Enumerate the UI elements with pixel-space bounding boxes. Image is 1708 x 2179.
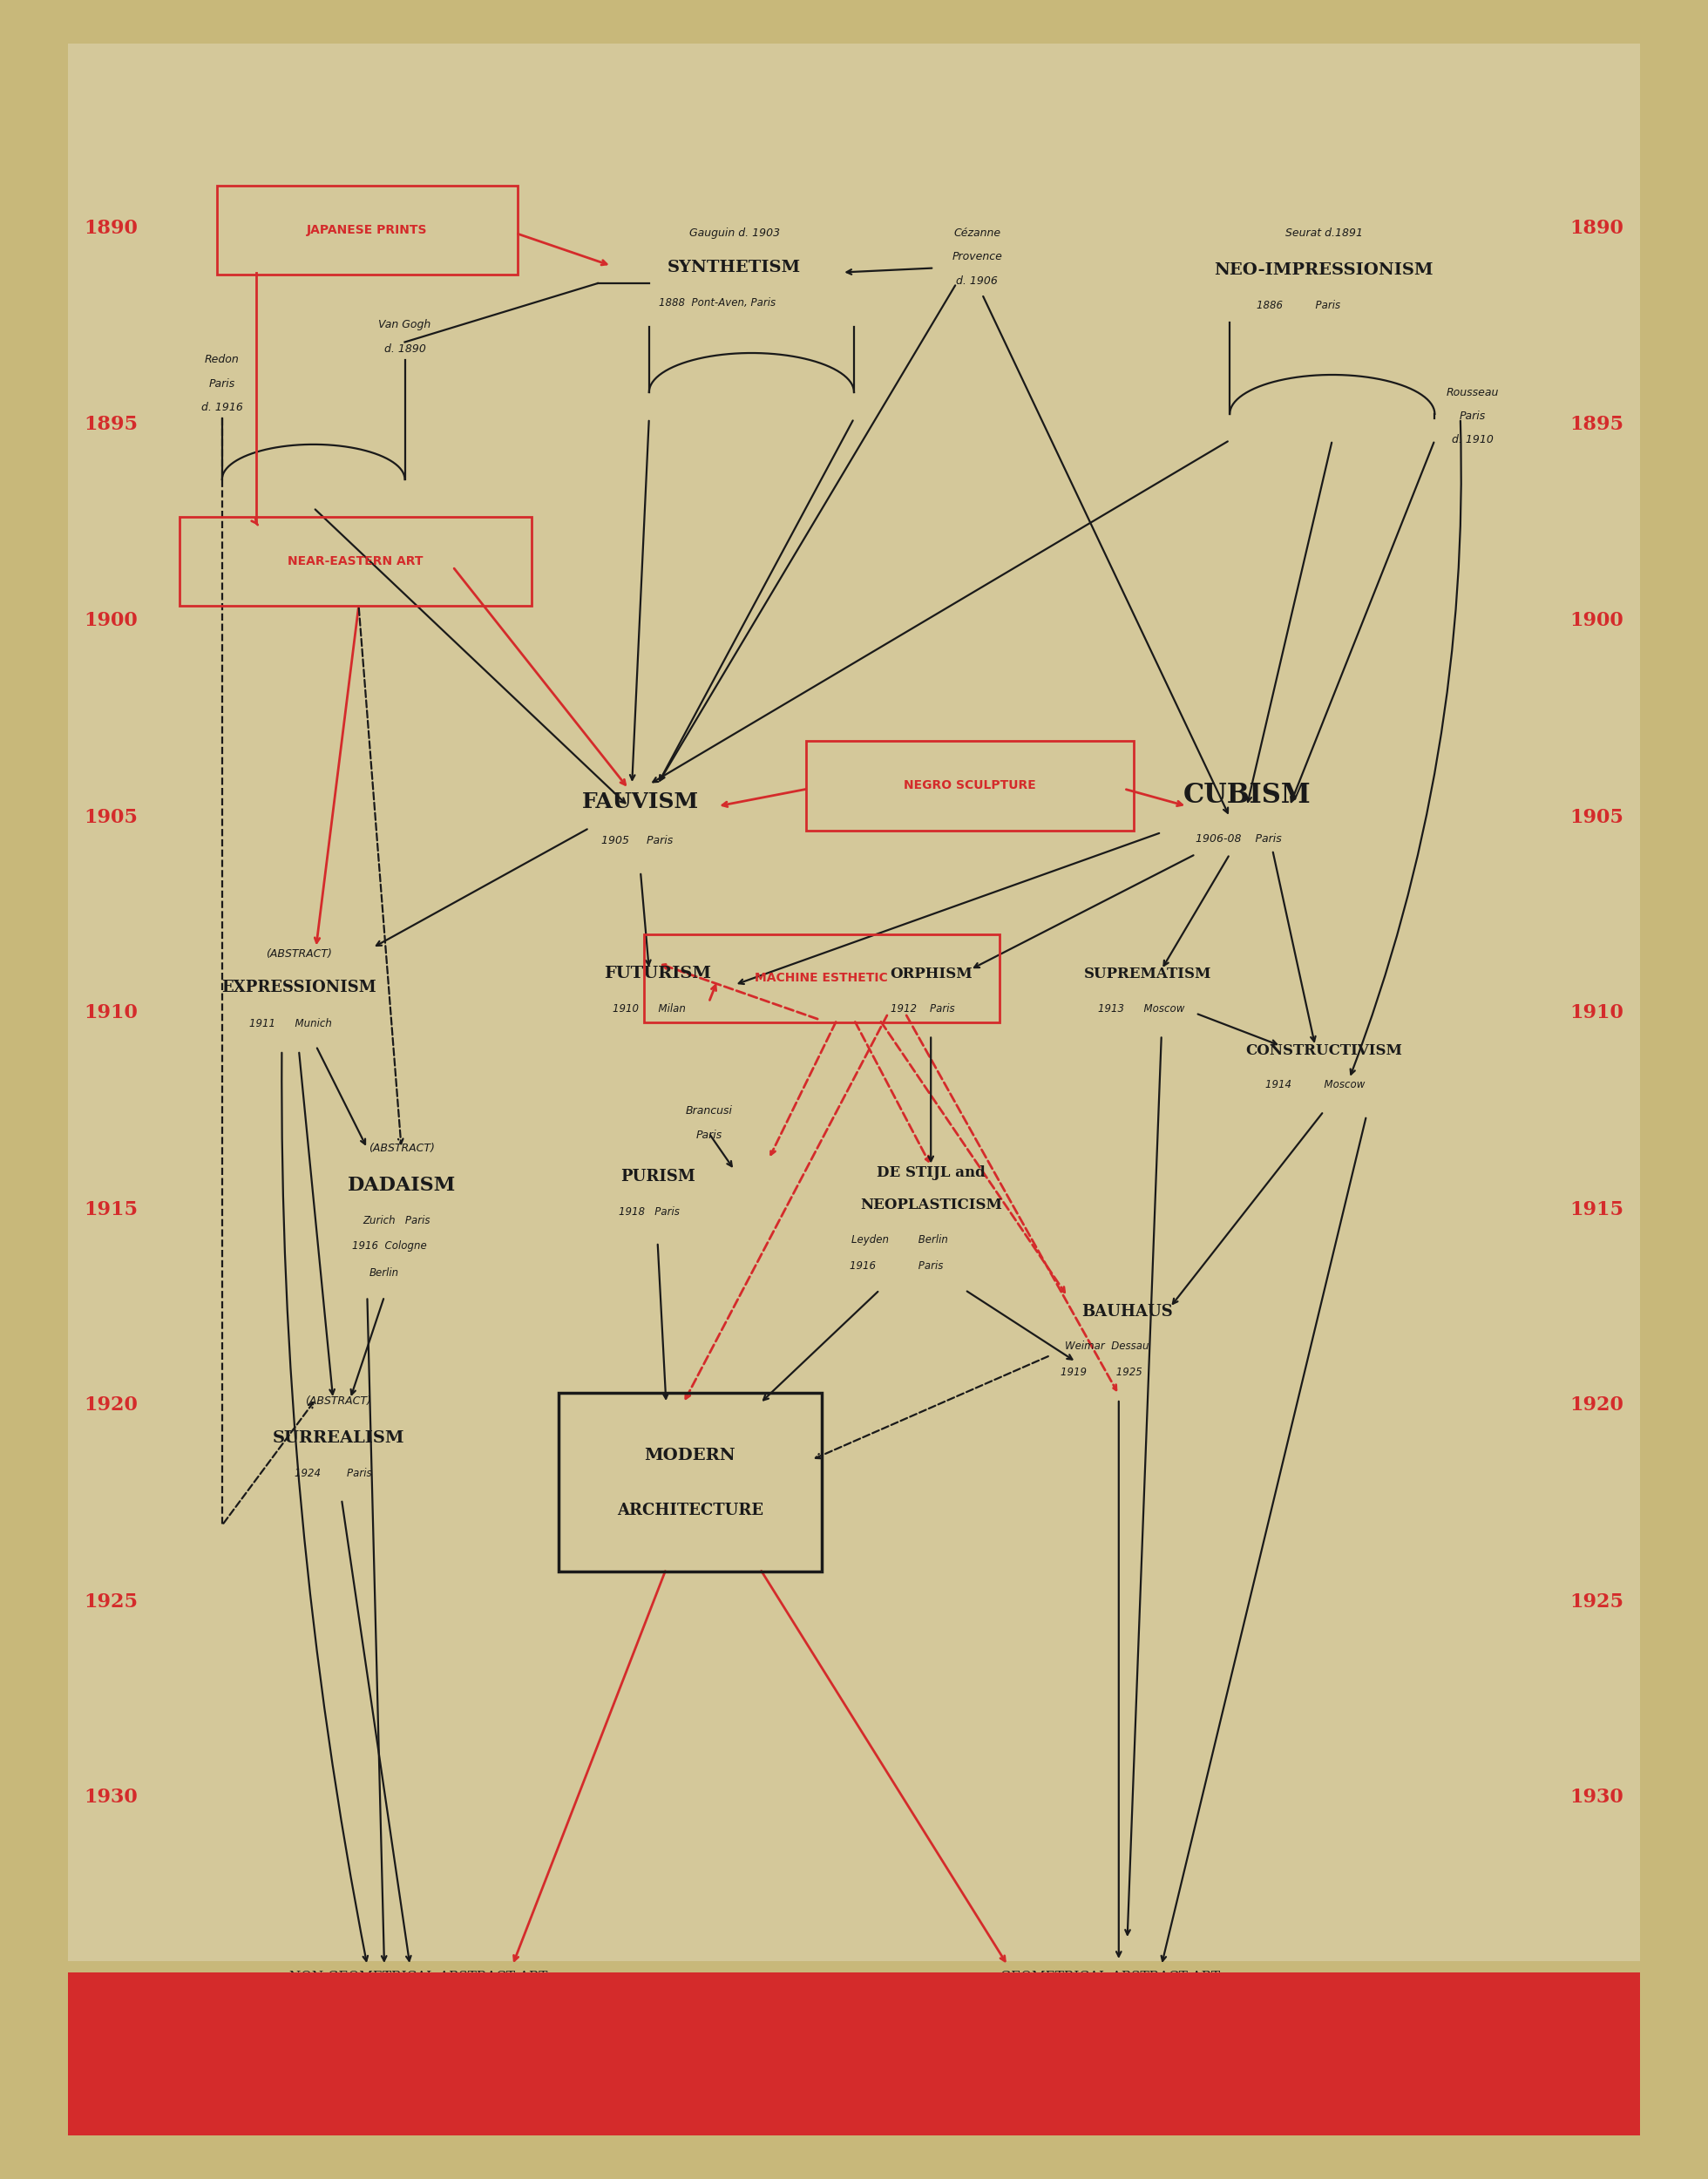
Text: 1916  Cologne: 1916 Cologne	[352, 1240, 427, 1253]
Text: Berlin: Berlin	[369, 1266, 400, 1279]
Text: Weimar  Dessau: Weimar Dessau	[1064, 1340, 1149, 1353]
Text: 1916             Paris: 1916 Paris	[851, 1259, 943, 1273]
Text: 1920: 1920	[84, 1397, 138, 1414]
Text: (ABSTRACT): (ABSTRACT)	[266, 948, 331, 961]
Text: DE STIJL and: DE STIJL and	[876, 1166, 986, 1179]
Text: 1912    Paris: 1912 Paris	[890, 1002, 955, 1015]
Text: Paris: Paris	[695, 1129, 722, 1142]
Text: SURREALISM: SURREALISM	[272, 1429, 405, 1447]
Text: 1905: 1905	[84, 808, 138, 826]
Text: Gauguin d. 1903: Gauguin d. 1903	[688, 227, 781, 240]
Text: FUTURISM: FUTURISM	[605, 965, 711, 983]
Text: 1890: 1890	[1570, 220, 1624, 238]
Text: EXPRESSIONISM: EXPRESSIONISM	[222, 978, 376, 996]
Text: 1924        Paris: 1924 Paris	[294, 1466, 372, 1480]
Text: (ABSTRACT): (ABSTRACT)	[369, 1142, 434, 1155]
Text: 1905     Paris: 1905 Paris	[601, 835, 673, 848]
Text: 1925: 1925	[1570, 1593, 1624, 1610]
Text: Paris: Paris	[208, 377, 236, 390]
Text: 1906-08    Paris: 1906-08 Paris	[1196, 832, 1281, 845]
Text: Redon: Redon	[205, 353, 239, 366]
Text: 1900: 1900	[1570, 612, 1624, 630]
Text: 1919         1925: 1919 1925	[1061, 1366, 1143, 1379]
Text: CUBISM AND ABSTRACT ART: CUBISM AND ABSTRACT ART	[442, 2031, 1266, 2079]
Text: 1930: 1930	[1570, 1789, 1624, 1806]
Text: 1930: 1930	[84, 1789, 138, 1806]
Text: d. 1906: d. 1906	[956, 275, 997, 288]
Text: NEO-IMPRESSIONISM: NEO-IMPRESSIONISM	[1214, 261, 1433, 279]
Text: NEAR-EASTERN ART: NEAR-EASTERN ART	[287, 556, 424, 567]
Text: ORPHISM: ORPHISM	[890, 967, 972, 981]
Text: 1911      Munich: 1911 Munich	[249, 1018, 331, 1031]
Text: BAUHAUS: BAUHAUS	[1081, 1303, 1173, 1320]
Text: MODERN: MODERN	[644, 1447, 736, 1464]
Text: 1918   Paris: 1918 Paris	[618, 1205, 680, 1218]
Text: 1925: 1925	[84, 1593, 138, 1610]
Text: 1905: 1905	[1570, 808, 1624, 826]
Text: ARCHITECTURE: ARCHITECTURE	[617, 1501, 763, 1519]
Text: NEGRO SCULPTURE: NEGRO SCULPTURE	[904, 780, 1037, 791]
Text: 1888  Pont-Aven, Paris: 1888 Pont-Aven, Paris	[659, 296, 775, 309]
Text: d. 1916: d. 1916	[202, 401, 243, 414]
Text: Leyden         Berlin: Leyden Berlin	[852, 1233, 948, 1246]
Text: 1915: 1915	[84, 1201, 138, 1218]
Text: 1913      Moscow: 1913 Moscow	[1098, 1002, 1184, 1015]
Text: PURISM: PURISM	[620, 1168, 695, 1185]
Text: CONSTRUCTIVISM: CONSTRUCTIVISM	[1245, 1044, 1402, 1057]
Text: (ABSTRACT): (ABSTRACT)	[306, 1395, 371, 1408]
Text: 1910      Milan: 1910 Milan	[613, 1002, 685, 1015]
Text: 1935: 1935	[84, 1985, 138, 2003]
Text: GEOMETRICAL ABSTRACT ART: GEOMETRICAL ABSTRACT ART	[1001, 1970, 1220, 1983]
Text: NON-GEOMETRICAL ABSTRACT ART: NON-GEOMETRICAL ABSTRACT ART	[289, 1970, 548, 1983]
Text: Rousseau: Rousseau	[1447, 386, 1498, 399]
Text: 1886          Paris: 1886 Paris	[1255, 299, 1341, 312]
Text: NEOPLASTICISM: NEOPLASTICISM	[859, 1198, 1003, 1212]
Text: 1895: 1895	[1570, 416, 1624, 434]
Text: Provence: Provence	[951, 251, 1003, 264]
Text: 1915: 1915	[1570, 1201, 1624, 1218]
Text: Van Gogh: Van Gogh	[379, 318, 430, 331]
Text: Zurich   Paris: Zurich Paris	[362, 1214, 430, 1227]
Text: 1914          Moscow: 1914 Moscow	[1266, 1079, 1365, 1092]
Text: 1920: 1920	[1570, 1397, 1624, 1414]
Text: Seurat d.1891: Seurat d.1891	[1284, 227, 1363, 240]
Text: 1895: 1895	[84, 416, 138, 434]
Text: Cézanne: Cézanne	[953, 227, 1001, 240]
Text: SUPREMATISM: SUPREMATISM	[1085, 967, 1211, 981]
Text: SYNTHETISM: SYNTHETISM	[668, 259, 801, 277]
Text: 1890: 1890	[84, 220, 138, 238]
Text: Paris: Paris	[1459, 410, 1486, 423]
Text: 1900: 1900	[84, 612, 138, 630]
Text: MACHINE ESTHETIC: MACHINE ESTHETIC	[755, 972, 888, 985]
Text: 1910: 1910	[84, 1005, 138, 1022]
Text: d. 1890: d. 1890	[384, 342, 425, 355]
Text: DADAISM: DADAISM	[347, 1177, 456, 1194]
Text: FAUVISM: FAUVISM	[582, 791, 699, 813]
Text: Brancusi: Brancusi	[685, 1105, 733, 1118]
Text: d. 1910: d. 1910	[1452, 434, 1493, 447]
Text: 1910: 1910	[1570, 1005, 1624, 1022]
Text: 1935: 1935	[1570, 1985, 1624, 2003]
Text: JAPANESE PRINTS: JAPANESE PRINTS	[307, 224, 427, 235]
Text: CUBISM: CUBISM	[1184, 782, 1310, 808]
